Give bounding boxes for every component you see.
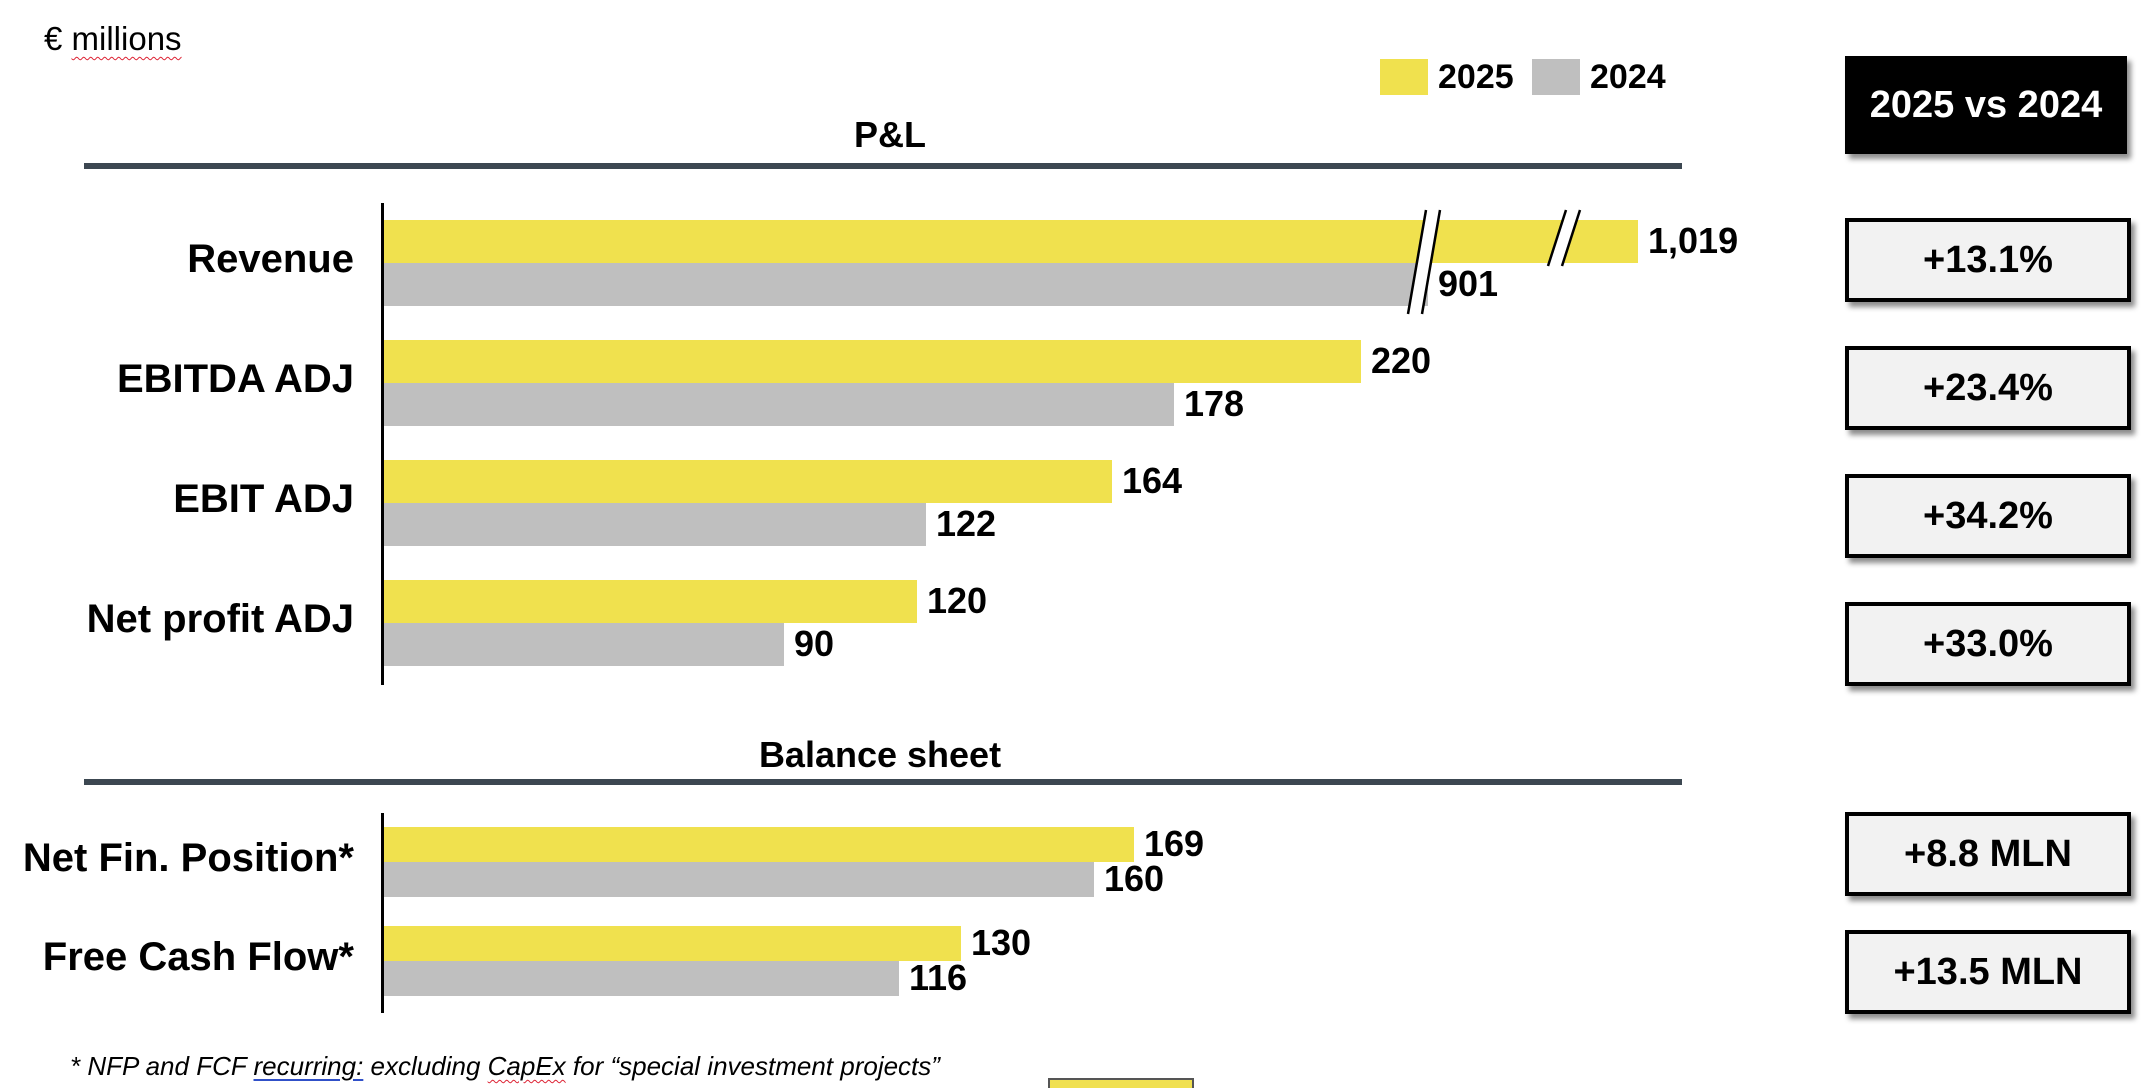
- bar-2025-revenue: [384, 220, 1638, 263]
- value-label-2024-ebit-adj: 122: [936, 502, 997, 544]
- value-label-2024-net-profit-adj: 90: [794, 622, 835, 664]
- value-label-2024-revenue: 901: [1438, 262, 1499, 304]
- footnote: * NFP and FCF recurring: excluding CapEx…: [70, 1051, 940, 1081]
- bar-2025-ebit-adj: [384, 460, 1112, 503]
- cropped-shape: [1048, 1078, 1194, 1088]
- unit-label: € millions: [44, 20, 182, 57]
- section-title-balance: Balance sheet: [758, 734, 1002, 775]
- bar-2024-ebit-adj: [384, 503, 926, 546]
- change-box-ebit-adj: +34.2%: [1845, 474, 2131, 558]
- category-label-ebitda-adj: EBITDA ADJ: [116, 357, 354, 401]
- change-box-net-profit-adj: +33.0%: [1845, 602, 2131, 686]
- bar-2024-ebitda-adj: [384, 383, 1174, 426]
- change-box-net-fin-position: +8.8 MLN: [1845, 812, 2131, 896]
- section-rule-pl: [84, 163, 1682, 169]
- value-label-2024-ebitda-adj: 178: [1184, 382, 1245, 424]
- legend-item-2024: 2024: [1532, 57, 1666, 97]
- legend-swatch-2024: [1532, 59, 1580, 95]
- bar-2025-net-profit-adj: [384, 580, 917, 623]
- axis-line-balance: [381, 813, 384, 1013]
- category-label-net-fin-position: Net Fin. Position*: [22, 836, 354, 880]
- value-label-2025-ebitda-adj: 220: [1371, 339, 1432, 381]
- category-label-revenue: Revenue: [187, 237, 354, 281]
- bar-2024-net-profit-adj: [384, 623, 784, 666]
- axis-line-pl: [381, 203, 384, 685]
- category-label-net-profit-adj: Net profit ADJ: [86, 597, 354, 641]
- value-label-2025-revenue: 1,019: [1648, 219, 1739, 261]
- change-box-ebitda-adj: +23.4%: [1845, 346, 2131, 430]
- bar-2024-revenue: [384, 263, 1428, 306]
- legend-item-2025: 2025: [1380, 57, 1514, 97]
- category-label-ebit-adj: EBIT ADJ: [173, 477, 354, 521]
- change-box-free-cash-flow: +13.5 MLN: [1845, 930, 2131, 1014]
- value-label-2025-ebit-adj: 164: [1122, 459, 1183, 501]
- value-label-2025-free-cash-flow: 130: [971, 921, 1032, 963]
- section-rule-balance: [84, 779, 1682, 785]
- bar-2024-free-cash-flow: [384, 961, 899, 996]
- value-label-2025-net-fin-position: 169: [1144, 822, 1205, 864]
- category-label-free-cash-flow: Free Cash Flow*: [42, 935, 354, 979]
- bar-2025-free-cash-flow: [384, 926, 961, 961]
- value-label-2025-net-profit-adj: 120: [927, 579, 988, 621]
- legend-swatch-2025: [1380, 59, 1428, 95]
- legend-label-2024: 2024: [1590, 57, 1666, 96]
- value-label-2024-net-fin-position: 160: [1104, 857, 1165, 899]
- comparison-header: 2025 vs 2024: [1845, 56, 2127, 154]
- bar-2025-net-fin-position: [384, 827, 1134, 862]
- change-box-revenue: +13.1%: [1845, 218, 2131, 302]
- section-title-pl: P&L: [854, 114, 926, 155]
- value-label-2024-free-cash-flow: 116: [909, 956, 968, 998]
- bar-2024-net-fin-position: [384, 862, 1094, 897]
- bar-2025-ebitda-adj: [384, 340, 1361, 383]
- legend-label-2025: 2025: [1438, 57, 1514, 96]
